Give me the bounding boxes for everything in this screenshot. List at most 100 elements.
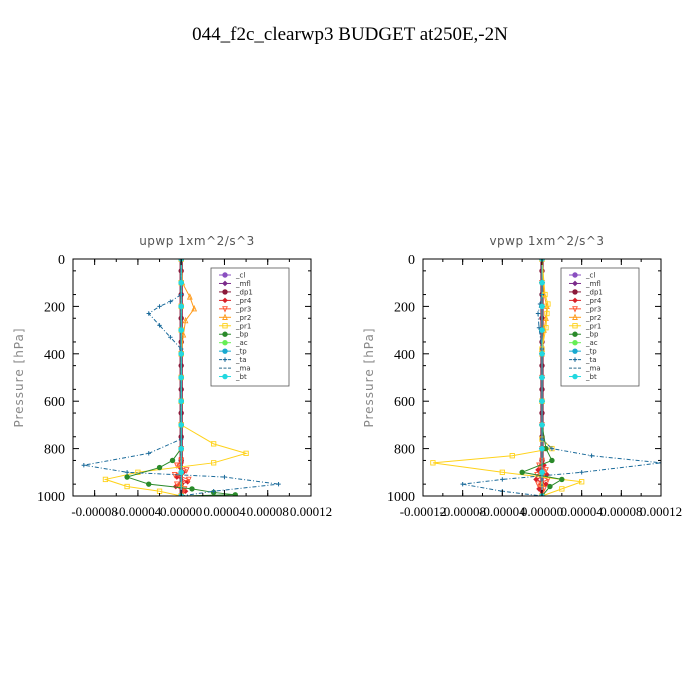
y-tick-label: 600 [394,395,415,410]
data-point-bp [519,469,525,475]
data-point-pr4 [533,476,539,483]
panel-title: upwp 1xm^2/s^3 [139,234,255,248]
series-layer [430,259,661,496]
panel-title: vpwp 1xm^2/s^3 [489,234,604,248]
data-point-bp [547,483,553,490]
legend-label-pr4: _pr4 [585,297,602,305]
data-point-pr1 [579,479,585,485]
legend: _cl_mfl_dp1_pr4_pr3_pr2_pr1_bp_ac_tp_ta_… [210,267,290,387]
data-point-pr1 [210,441,217,447]
legend-label-bp: _bp [235,331,249,339]
y-tick-label: 800 [44,443,65,458]
y-tick-label: 800 [394,443,415,458]
x-tick-label: 0.00000 [160,504,202,519]
data-point-pr1 [544,310,550,317]
data-point-bt [539,351,545,357]
data-point-bt [178,303,184,310]
legend-label-bt: _bt [585,373,597,381]
legend-label-pr3: _pr3 [235,305,251,313]
data-point-bt [539,303,545,310]
legend-marker-dp1 [572,289,578,295]
data-point-pr4 [172,483,179,490]
legend-marker-pr2 [572,313,578,320]
x-tick-label: -0.00008 [71,504,118,519]
data-point-bt [539,280,545,286]
data-point-ta [146,451,151,456]
y-tick-label: 1000 [37,490,65,505]
legend-label-cl: _cl [585,272,595,280]
data-point-bp [189,486,195,492]
data-point-pr1 [124,483,130,490]
legend-marker-mfl [222,280,228,287]
data-point-ta [276,481,281,487]
legend-marker-pr4 [222,297,228,304]
data-point-bt [178,280,184,286]
data-point-bt [539,374,545,381]
legend-label-bt: _bt [235,373,247,381]
data-point-bp [146,481,152,487]
data-point-pr1 [243,450,249,456]
panel-vpwp: vpwp 1xm^2/s^3 Pressure [hPa] 0 200 400 600 80… [362,234,682,519]
legend-marker-pr1 [222,323,228,329]
data-point-pr3 [535,481,541,488]
data-point-pr1 [210,460,217,466]
data-point-pr3 [181,486,188,493]
legend-label-dp1: _dp1 [585,288,603,296]
legend-label-mfl: _mfl [585,280,601,288]
legend-marker-dp1 [222,289,228,295]
data-point-ta [549,446,555,451]
data-point-pr2 [186,293,193,300]
legend-box [210,267,290,387]
legend-label-ta: _ta [235,356,247,364]
data-point-bp [549,457,555,464]
data-point-ta [579,470,584,475]
legend-label-pr1: _pr1 [585,322,601,330]
legend-marker-tp [572,348,578,354]
y-tick-label: 400 [44,348,65,363]
legend-label-ac: _ac [235,339,248,347]
x-tick-label: 0.00008 [247,504,289,519]
data-point-pr1 [545,301,551,307]
legend-label-ma: _ma [585,365,601,373]
data-point-pr2 [182,316,189,324]
legend-label-tp: _tp [235,348,247,356]
data-point-pr1 [543,325,549,331]
legend-label-ta: _ta [585,356,597,364]
x-tick-label: 0.00004 [203,504,246,519]
data-point-pr3 [173,481,180,488]
plot-frame [72,258,312,497]
legend-marker-ta [222,357,228,362]
legend-label-mfl: _mfl [235,280,251,288]
x-tick-label: 0.00012 [640,504,682,519]
y-axis-label: Pressure [hPa] [12,327,26,427]
data-point-bp [124,474,130,480]
legend-marker-cl [572,272,578,278]
data-point-bt [178,398,184,404]
data-point-bt [539,469,545,475]
legend-marker-bt [222,373,228,380]
data-point-pr2 [191,304,198,312]
x-tick-label: 0.00012 [290,504,332,519]
data-point-bt [178,445,184,452]
data-point-pr4 [536,486,542,492]
y-tick-label: 0 [58,253,65,268]
data-point-bt [539,398,545,404]
data-point-ta [460,481,465,487]
data-point-ta [211,489,216,494]
x-tick-label: -0.00004 [115,504,162,519]
x-tick-label: -0.00004 [479,504,526,519]
data-point-ta [157,304,162,309]
x-tick-label: 0.00000 [521,504,563,519]
y-tick-label: 600 [44,395,65,410]
data-point-pr1 [135,469,141,475]
legend-marker-ac [572,339,578,346]
legend-label-dp1: _dp1 [235,288,253,296]
legend-marker-pr4 [572,297,578,304]
legend-marker-mfl [572,280,578,287]
data-point-ta [500,477,505,482]
data-point-pr4 [543,481,549,487]
data-point-ta [535,311,541,316]
y-axis-label: Pressure [hPa] [362,327,376,427]
x-tick-label: -0.00012 [400,504,447,519]
